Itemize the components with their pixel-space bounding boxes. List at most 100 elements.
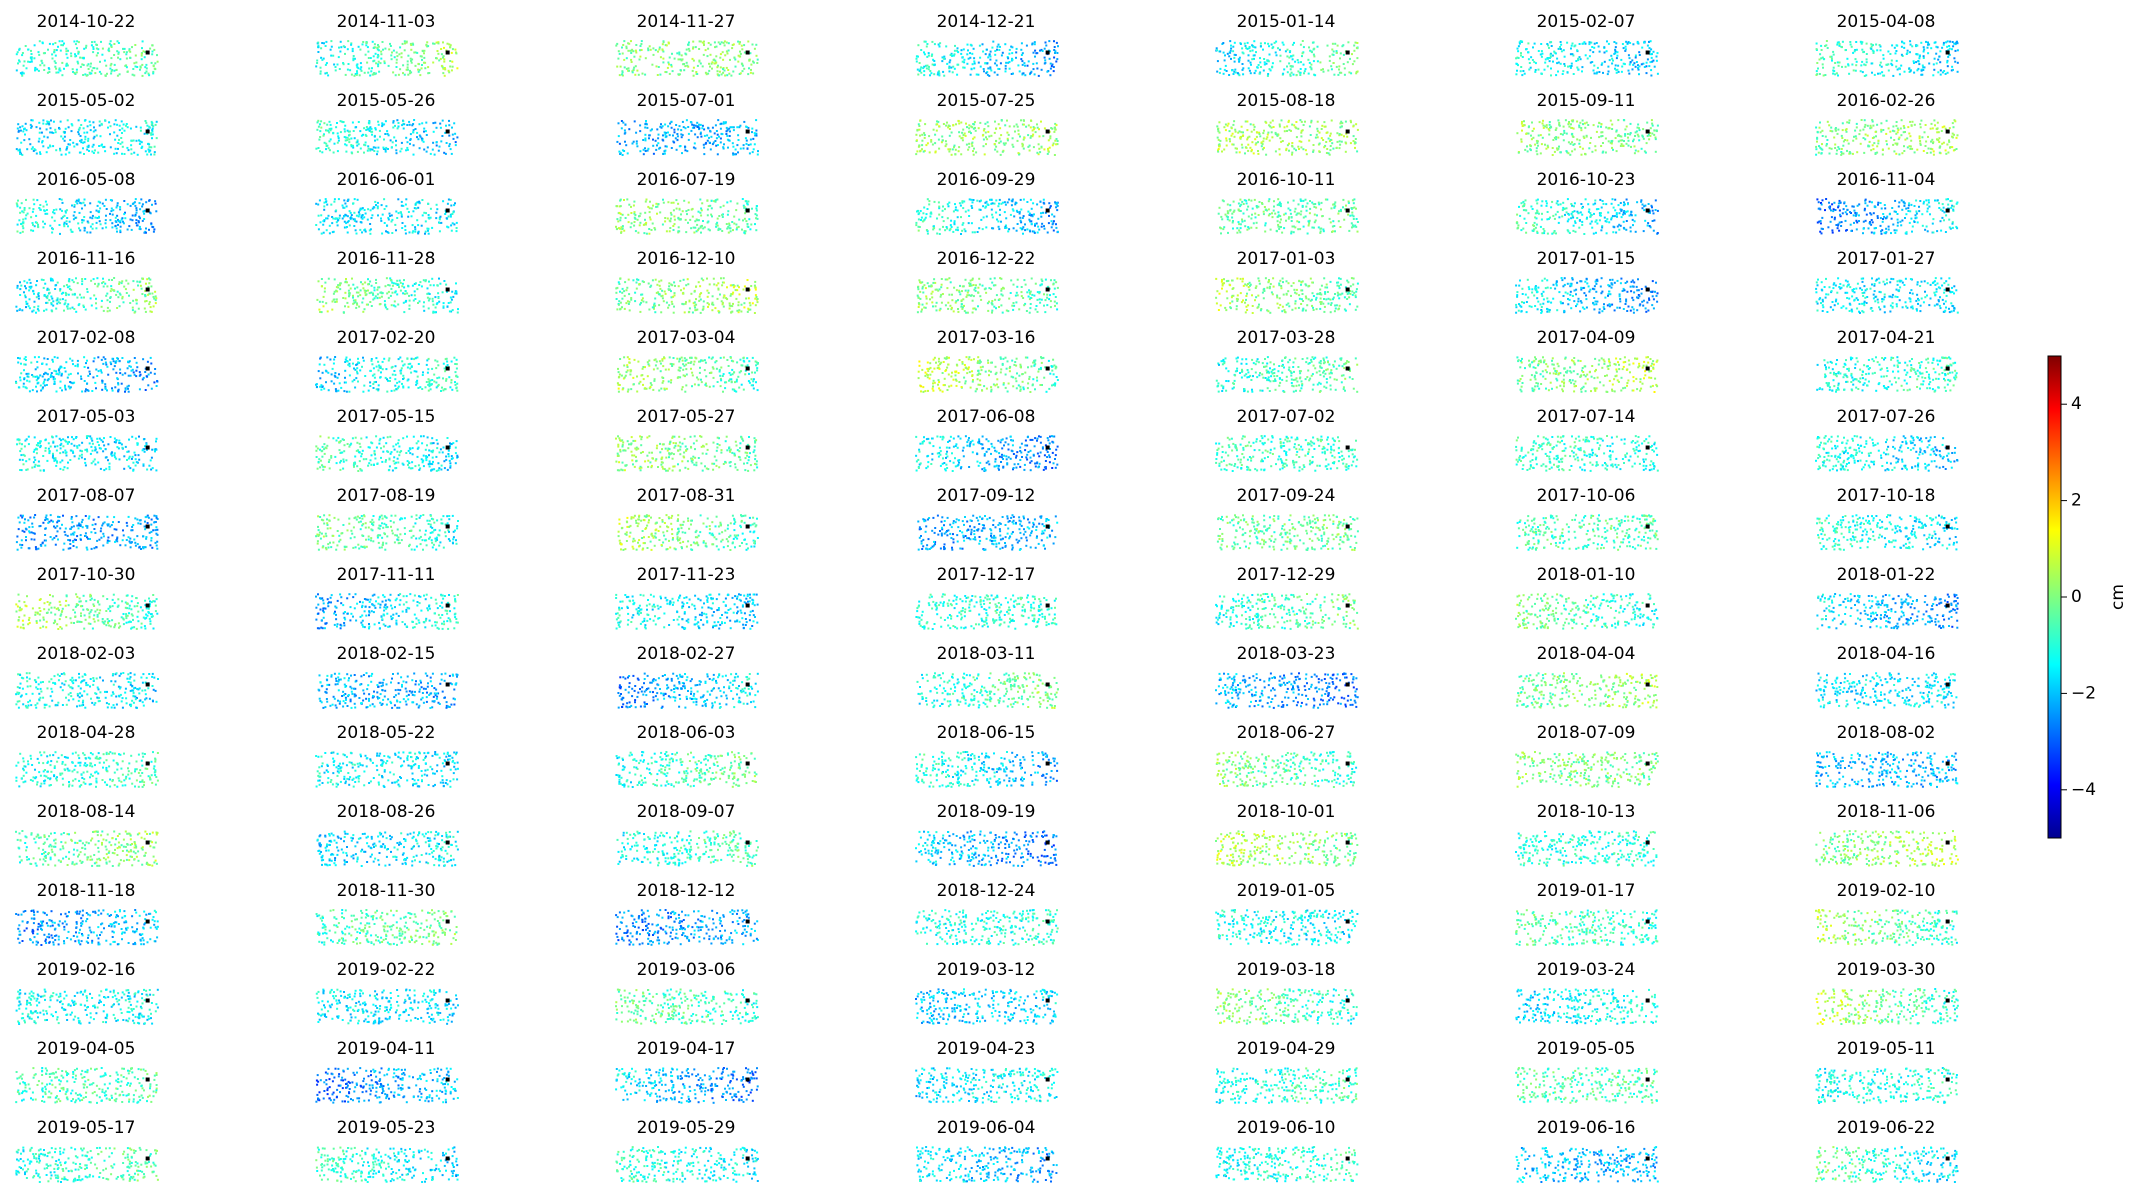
pixel <box>917 74 919 76</box>
pixel <box>747 73 749 75</box>
pixel <box>628 70 630 72</box>
pixel <box>930 72 932 74</box>
pixel <box>956 74 958 76</box>
pixel <box>983 70 985 72</box>
pixel <box>650 49 652 51</box>
pixel <box>626 57 628 59</box>
pixel <box>734 57 736 59</box>
pixel <box>59 67 61 69</box>
pixel <box>326 62 328 64</box>
pixel <box>960 53 962 55</box>
pixel <box>448 70 450 72</box>
pixel <box>157 61 159 63</box>
pixel <box>978 62 980 64</box>
pixel <box>83 48 85 50</box>
pixel <box>1045 45 1047 47</box>
pixel <box>743 68 745 70</box>
pixel <box>61 40 63 42</box>
pixel <box>1216 49 1218 51</box>
pixel <box>989 66 991 68</box>
pixel <box>134 44 136 46</box>
pixel <box>348 63 350 65</box>
pixel <box>630 59 632 61</box>
pixel <box>401 56 403 58</box>
pixel <box>647 48 649 50</box>
pixel <box>924 53 926 55</box>
panel-title: 2014-12-21 <box>937 12 1036 32</box>
pixel <box>1275 52 1277 54</box>
pixel <box>1224 69 1226 71</box>
pixel <box>687 66 689 68</box>
pixel <box>361 70 363 72</box>
pixel <box>1034 56 1036 58</box>
pixel <box>1250 72 1252 74</box>
pixel <box>926 46 928 48</box>
pixel <box>38 54 40 56</box>
pixel <box>1337 45 1339 47</box>
pixel <box>378 71 380 73</box>
pixel <box>338 56 340 58</box>
pixel <box>95 44 97 46</box>
pixel <box>1055 61 1057 63</box>
pixel <box>989 59 991 61</box>
pixel <box>340 41 342 43</box>
pixel <box>659 74 661 76</box>
pixel <box>1313 54 1315 56</box>
pixel <box>1253 58 1255 60</box>
pixel <box>356 72 358 74</box>
pixel <box>21 54 23 56</box>
pixel <box>1247 42 1249 44</box>
pixel <box>409 70 411 72</box>
pixel <box>368 68 370 70</box>
pixel <box>1353 60 1355 62</box>
pixel <box>749 52 751 54</box>
pixel <box>452 66 454 68</box>
pixel <box>1051 65 1053 67</box>
pixel <box>621 47 623 49</box>
pixel <box>126 51 128 53</box>
pixel <box>16 69 18 71</box>
pixel <box>1042 50 1044 52</box>
pixel <box>380 58 382 60</box>
pixel <box>1234 61 1236 63</box>
pixel <box>1017 64 1019 66</box>
pixel <box>984 62 986 64</box>
pixel <box>1250 62 1252 64</box>
pixel <box>724 75 726 77</box>
pixel <box>962 56 964 58</box>
pixel <box>748 60 750 62</box>
pixel <box>1024 74 1026 76</box>
pixel <box>999 46 1001 48</box>
pixel <box>1356 57 1358 59</box>
pixel <box>427 66 429 68</box>
pixel <box>1344 67 1346 69</box>
pixel <box>686 62 688 64</box>
pixel <box>1023 62 1025 64</box>
pixel <box>1232 50 1234 52</box>
pixel <box>66 63 68 65</box>
pixel <box>1266 59 1268 61</box>
pixel <box>110 73 112 75</box>
pixel <box>127 71 129 73</box>
pixel <box>144 72 146 74</box>
pixel <box>125 64 127 66</box>
pixel <box>41 60 43 62</box>
pixel <box>447 43 449 45</box>
pixel <box>126 58 128 60</box>
pixel <box>693 75 695 77</box>
pixel <box>51 53 53 55</box>
pixel <box>716 66 718 68</box>
pixel <box>1033 52 1035 54</box>
pixel <box>1286 66 1288 68</box>
pixel <box>151 44 153 46</box>
pixel <box>954 45 956 47</box>
pixel <box>973 67 975 69</box>
pixel <box>372 74 374 76</box>
pixel <box>711 68 713 70</box>
pixel <box>1279 49 1281 51</box>
pixel <box>1350 72 1352 74</box>
pixel <box>658 48 660 50</box>
pixel <box>1330 65 1332 67</box>
pixel <box>417 63 419 65</box>
pixel <box>620 66 622 68</box>
